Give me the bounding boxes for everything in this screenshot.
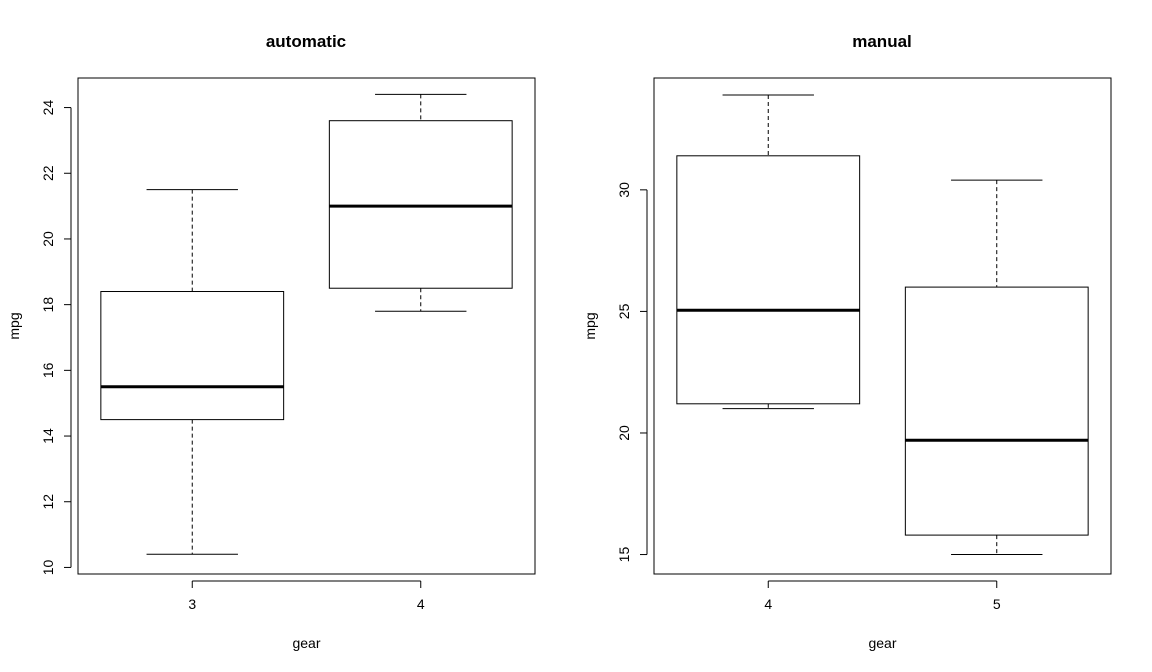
iqr-box [100, 291, 285, 421]
box-4 [328, 93, 513, 312]
x-tick-label: 5 [993, 596, 1001, 612]
y-tick-label: 24 [40, 100, 56, 116]
x-tick-label: 4 [417, 596, 425, 612]
box-5 [904, 179, 1089, 556]
manual-boxplot-panel: manual 15 20 25 30 4 5 gear mpg [582, 32, 1112, 651]
x-tick-label: 4 [764, 596, 772, 612]
x-axis-label: gear [292, 635, 320, 651]
x-axis-label: gear [868, 635, 896, 651]
y-tick-label: 18 [40, 297, 56, 313]
iqr-box [676, 155, 861, 405]
iqr-box [328, 120, 513, 289]
automatic-boxplot-panel: automatic 10 12 14 16 18 20 22 24 3 4 gear mpg [6, 32, 536, 651]
x-tick-label: 3 [188, 596, 196, 612]
y-tick-label: 15 [616, 547, 632, 563]
y-tick-label: 20 [40, 231, 56, 247]
y-tick-label: 14 [40, 428, 56, 444]
iqr-box [904, 286, 1089, 536]
y-tick-label: 10 [40, 559, 56, 575]
plot-title: automatic [266, 32, 346, 51]
plot-title: manual [852, 32, 912, 51]
y-tick-label: 25 [616, 303, 632, 319]
y-axis-label: mpg [582, 312, 598, 339]
y-tick-label: 16 [40, 362, 56, 378]
y-tick-label: 22 [40, 165, 56, 181]
box-3 [100, 189, 285, 555]
plot-frame [653, 77, 1112, 575]
y-tick-label: 12 [40, 494, 56, 510]
y-axis-label: mpg [6, 312, 22, 339]
box-4 [676, 94, 861, 410]
y-tick-label: 30 [616, 182, 632, 198]
y-tick-label: 20 [616, 425, 632, 441]
plot-frame [77, 77, 536, 575]
